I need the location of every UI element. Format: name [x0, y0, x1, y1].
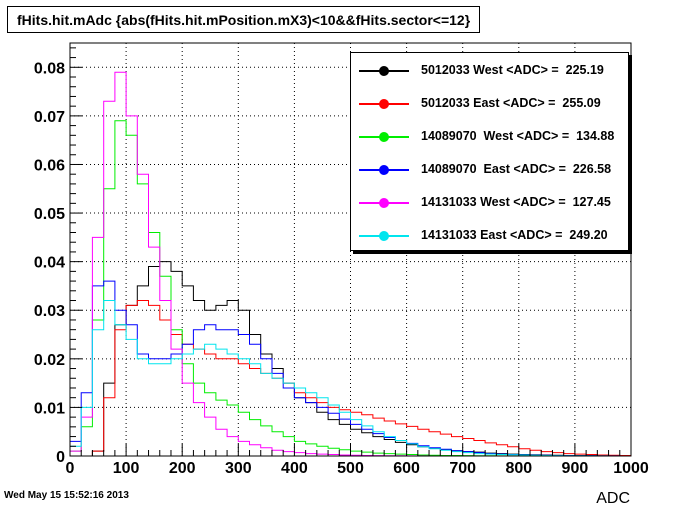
- y-tick-label: 0.08: [34, 60, 65, 77]
- x-tick-label: 0: [66, 460, 75, 477]
- legend-entry: 14089070 West <ADC> = 134.88: [351, 127, 628, 147]
- axes: [69, 42, 632, 457]
- x-tick-label: 1000: [613, 460, 649, 477]
- legend-label: 5012033 East <ADC> = 255.09: [421, 96, 601, 110]
- legend-entry: 14089070 East <ADC> = 226.58: [351, 160, 628, 180]
- legend-marker: [379, 198, 389, 208]
- y-tick-label: 0.04: [34, 255, 65, 272]
- legend-marker: [379, 99, 389, 109]
- tick-labels: 0 100 200 300 400 500 600 700 800 900 1000 0 0.01 0.0…: [34, 60, 649, 477]
- legend-label: 14131033 East <ADC> = 249.20: [421, 228, 608, 242]
- legend-entry: 14131033 East <ADC> = 249.20: [351, 226, 628, 246]
- legend-label: 14131033 West <ADC> = 127.45: [421, 195, 611, 209]
- y-tick-label: 0.02: [34, 352, 65, 369]
- x-tick-label: 700: [449, 460, 476, 477]
- y-tick-label: 0.06: [34, 157, 65, 174]
- x-tick-label: 300: [225, 460, 252, 477]
- legend-marker: [379, 132, 389, 142]
- x-tick-label: 200: [169, 460, 196, 477]
- legend-marker: [379, 66, 389, 76]
- x-tick-label: 500: [337, 460, 364, 477]
- legend-label: 14089070 West <ADC> = 134.88: [421, 129, 615, 143]
- x-tick-label: 100: [113, 460, 140, 477]
- y-tick-label: 0: [56, 449, 65, 466]
- y-tick-label: 0.07: [34, 109, 65, 126]
- y-tick-label: 0.05: [34, 206, 65, 223]
- legend-label: 14089070 East <ADC> = 226.58: [421, 162, 612, 176]
- legend-label: 5012033 West <ADC> = 225.19: [421, 63, 604, 77]
- x-axis-label: ADC: [596, 490, 630, 507]
- legend-entry: 5012033 West <ADC> = 225.19: [351, 61, 628, 81]
- y-tick-label: 0.03: [34, 303, 65, 320]
- x-tick-label: 800: [505, 460, 532, 477]
- legend-marker: [379, 165, 389, 175]
- x-tick-label: 600: [393, 460, 420, 477]
- legend: 5012033 West <ADC> = 225.19 5012033 East …: [350, 52, 629, 251]
- y-tick-label: 0.01: [34, 400, 65, 417]
- x-tick-label: 400: [281, 460, 308, 477]
- timestamp-footer: Wed May 15 15:52:16 2013: [4, 490, 129, 501]
- legend-entry: 14131033 West <ADC> = 127.45: [351, 193, 628, 213]
- legend-marker: [379, 231, 389, 241]
- x-tick-label: 900: [562, 460, 589, 477]
- legend-entry: 5012033 East <ADC> = 255.09: [351, 94, 628, 114]
- chart-title: fHits.hit.mAdc {abs(fHits.hit.mPosition.…: [7, 6, 481, 33]
